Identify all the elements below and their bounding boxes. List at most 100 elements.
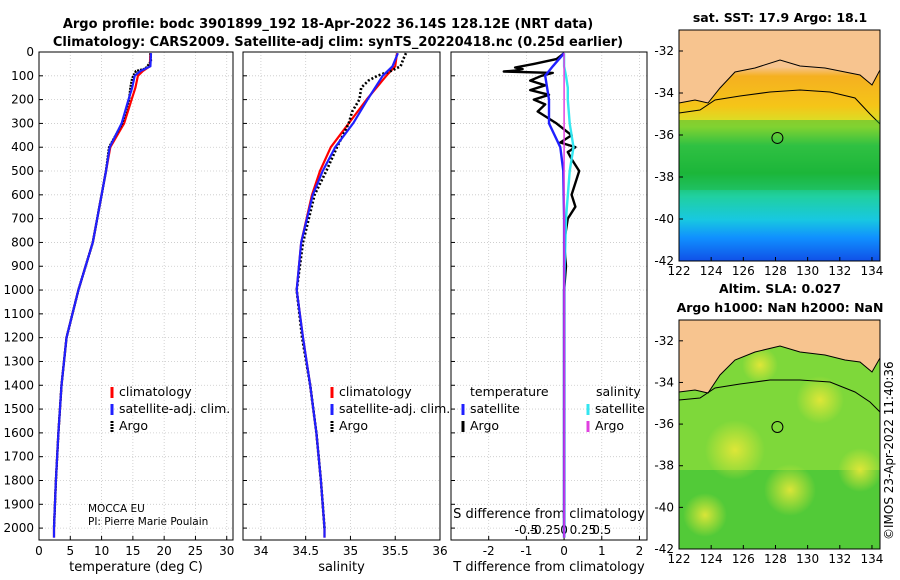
legend-title-salinity: salinity: [596, 384, 641, 399]
sla-eddy: [742, 347, 778, 383]
satellite-line: [295, 52, 399, 538]
map-x-tick-label: 130: [796, 552, 819, 566]
y-tick-label: 800: [11, 235, 34, 249]
y-tick-label: 700: [11, 212, 34, 226]
x-tick-label: 20: [157, 544, 172, 558]
sst-map-frame: [678, 29, 881, 262]
x-tick-label: 2: [636, 544, 644, 558]
legend-label: satellite-adj. clim.: [339, 401, 450, 416]
credit-pi: PI: Pierre Marie Poulain: [88, 516, 208, 528]
y-tick-label: 100: [11, 69, 34, 83]
map-y-tick-label: -38: [654, 459, 674, 473]
x-tick-label: 0: [35, 544, 43, 558]
y-tick-label: 1100: [3, 307, 34, 321]
plot-frame: [450, 51, 648, 541]
legend-title-temperature: temperature: [470, 384, 549, 399]
map-x-tick-label: 130: [796, 264, 819, 278]
x-tick-label: -2: [483, 544, 495, 558]
x-tick-label: 10: [94, 544, 109, 558]
x-tick-label: 0: [560, 544, 568, 558]
sla-map-title: Altim. SLA: 0.027: [719, 281, 841, 296]
y-tick-label: 0: [26, 45, 34, 59]
y-tick-label: 1200: [3, 331, 34, 345]
plot-area: [39, 52, 233, 540]
map-x-tick-label: 124: [700, 552, 723, 566]
map-y-tick-label: -32: [654, 334, 674, 348]
footer-stamp: ©IMOS 23-Apr-2022 11:40:36: [882, 361, 896, 540]
legend-label: Argo: [470, 418, 499, 433]
x-tick-label-salinity: -0.25: [530, 523, 561, 537]
sla-eddy: [705, 420, 765, 480]
legend-label: climatology: [119, 384, 192, 399]
x-tick-label: 36: [432, 544, 447, 558]
title-line-2: Climatology: CARS2009. Satellite-adj cli…: [53, 35, 623, 50]
sla-map-axes: 122 124 126 128 130 132 134 -32 -34 -36 -38 -40 -42: [654, 334, 883, 566]
x-tick-label: 34.5: [292, 544, 319, 558]
map-x-tick-label: 126: [732, 552, 755, 566]
y-tick-label: 500: [11, 164, 34, 178]
map-x-tick-label: 124: [700, 264, 723, 278]
map-y-tick-label: -40: [654, 500, 674, 514]
sla-eddy: [683, 493, 727, 537]
map-x-tick-label: 128: [764, 552, 787, 566]
title-line-1: Argo profile: bodc 3901899_192 18-Apr-20…: [63, 17, 593, 32]
x-tick-label: 5: [66, 544, 74, 558]
x-tick-label: 25: [188, 544, 203, 558]
plot-frame: [242, 51, 441, 541]
legend-label: satellite: [470, 401, 520, 416]
y-tick-label: 1000: [3, 283, 34, 297]
sst-map-title: sat. SST: 17.9 Argo: 18.1: [693, 10, 867, 25]
map-y-tick-label: -34: [654, 86, 674, 100]
plot-area: [451, 52, 647, 540]
temperature-panel: 0100200300400500600700800900100011001200…: [3, 45, 234, 575]
y-tick-label: 400: [11, 140, 34, 154]
map-y-tick-label: -42: [654, 254, 674, 268]
sst-contour: [679, 89, 880, 125]
map-y-tick-label: -38: [654, 170, 674, 184]
sst-coastline: [679, 59, 880, 104]
x-tick-label: 1: [598, 544, 606, 558]
x-tick-label: 30: [219, 544, 234, 558]
plot-frame: [38, 51, 234, 541]
sla-land: [679, 320, 880, 393]
sst-land: [679, 30, 880, 103]
y-tick-label: 600: [11, 188, 34, 202]
sla-eddy: [764, 464, 816, 516]
legend-label: Argo: [119, 418, 148, 433]
difference-panel: -2 -1 0 1 2 T difference from climatology -0.5…: [450, 51, 648, 575]
y-tick-label: 1400: [3, 378, 34, 392]
map-y-tick-label: -42: [654, 542, 674, 556]
sst-map: [679, 30, 880, 261]
x-axis-label: salinity: [318, 560, 365, 575]
y-tick-label: 1300: [3, 354, 34, 368]
sla-map: [679, 320, 880, 549]
x-tick-label-salinity: 0.25: [570, 523, 597, 537]
y-tick-label: 1500: [3, 402, 34, 416]
x-tick-label: -1: [520, 544, 532, 558]
map-y-tick-label: -36: [654, 417, 674, 431]
sla-map-frame: [678, 319, 881, 550]
map-y-tick-label: -32: [654, 44, 674, 58]
y-tick-label: 1700: [3, 450, 34, 464]
x-tick-label: 34: [253, 544, 268, 558]
sla-map-subtitle: Argo h1000: NaN h2000: NaN: [677, 300, 884, 315]
y-tick-label: 1900: [3, 497, 34, 511]
x-tick-label: 35: [343, 544, 358, 558]
sla-contour: [679, 379, 880, 413]
x-tick-label: 15: [125, 544, 140, 558]
sst-float-marker: [771, 131, 784, 144]
legend-label: climatology: [339, 384, 412, 399]
x-axis-label-salinity: S difference from climatology: [453, 507, 645, 522]
sst-map-axes: 122 124 126 128 130 132 134 -32 -34 -36 -38 -40 -42: [654, 44, 883, 278]
map-x-tick-label: 122: [668, 264, 691, 278]
map-y-tick-label: -40: [654, 212, 674, 226]
x-axis-label: T difference from climatology: [452, 560, 645, 575]
legend-label: Argo: [595, 418, 624, 433]
satellite-line: [52, 53, 153, 538]
map-x-tick-label: 128: [764, 264, 787, 278]
y-tick-label: 2000: [3, 521, 34, 535]
x-tick-label: 35.5: [382, 544, 409, 558]
map-x-tick-label: 134: [861, 264, 884, 278]
sla-eddy: [796, 376, 844, 424]
legend-label: satellite: [595, 401, 645, 416]
